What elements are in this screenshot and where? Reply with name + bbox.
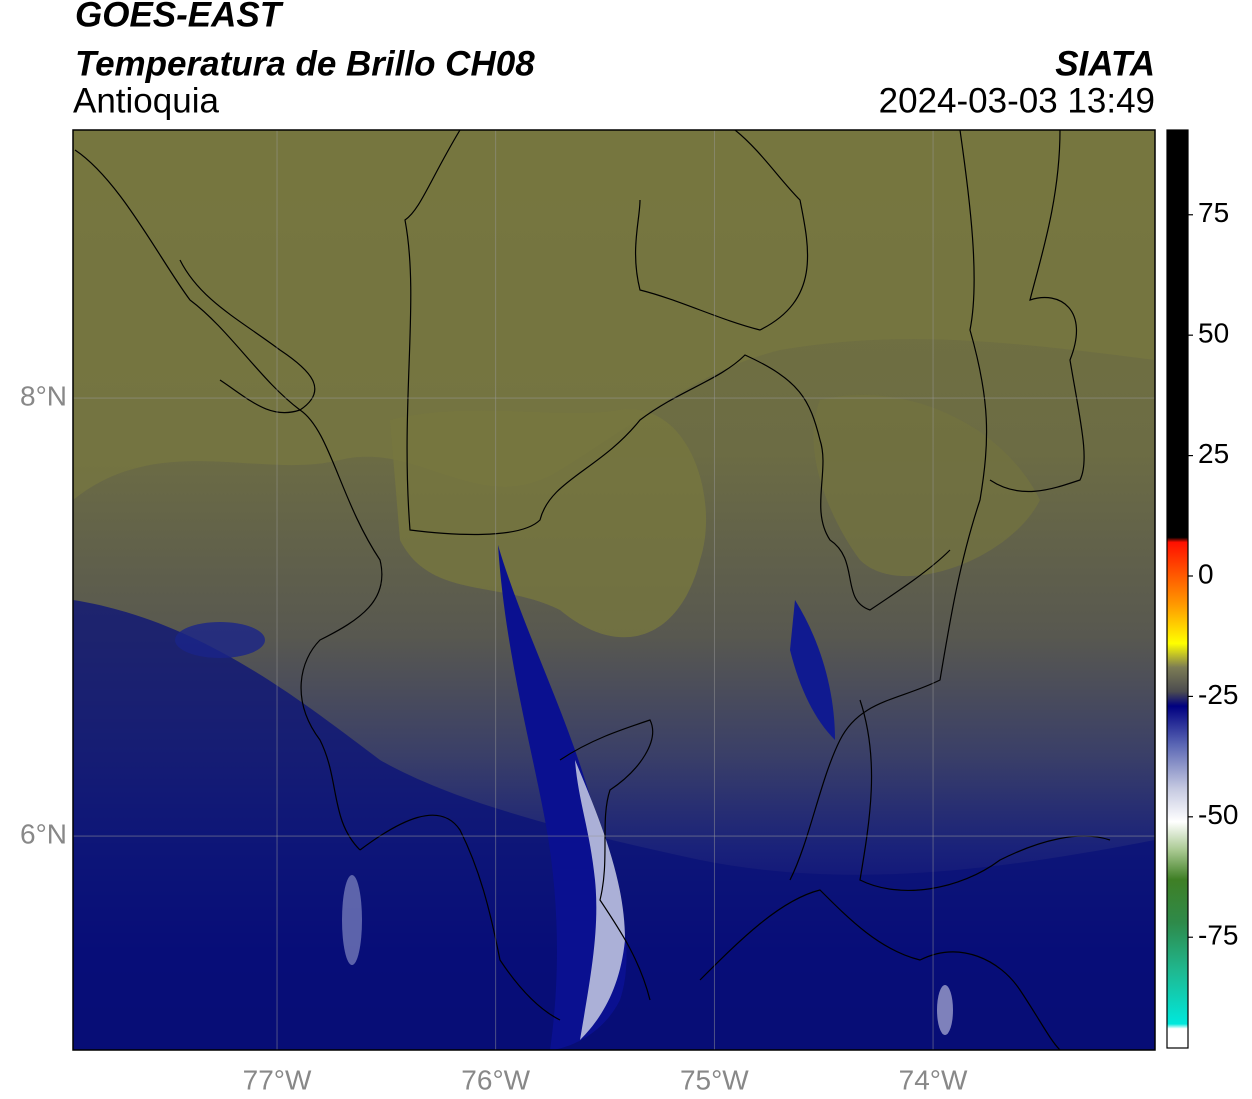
x-tick-label: 74°W bbox=[899, 1064, 968, 1095]
warm-region bbox=[813, 394, 1040, 577]
subtitle: Temperatura de Brillo CH08 bbox=[75, 44, 535, 83]
borders bbox=[74, 130, 1111, 1050]
cold-cell bbox=[790, 600, 835, 740]
coastline bbox=[179, 259, 316, 414]
x-tick-label: 76°W bbox=[461, 1064, 530, 1095]
colorbar-tick-label: 50 bbox=[1198, 318, 1229, 349]
colorbar-tick-label: 0 bbox=[1198, 558, 1214, 589]
colorbar-tick-label: -75 bbox=[1198, 920, 1238, 951]
source: SIATA bbox=[1055, 44, 1155, 83]
warm-region bbox=[73, 130, 1155, 500]
x-tick-label: 77°W bbox=[243, 1064, 312, 1095]
cold-plume bbox=[498, 545, 627, 1050]
cold-cell bbox=[342, 875, 362, 965]
y-tick-label: 6°N bbox=[20, 818, 67, 849]
y-tick-label: 8°N bbox=[20, 380, 67, 411]
graticule bbox=[73, 130, 1155, 1050]
border bbox=[859, 699, 1111, 891]
border bbox=[559, 719, 654, 1001]
border bbox=[74, 149, 383, 851]
cold-cell bbox=[937, 985, 953, 1035]
satellite-image bbox=[73, 130, 1155, 1050]
region: Antioquia bbox=[73, 81, 219, 120]
datetime: 2024-03-03 13:49 bbox=[879, 81, 1155, 120]
border bbox=[699, 889, 1061, 1050]
colorbar-tick-label: 25 bbox=[1198, 438, 1229, 469]
colorbar-tick-label: -50 bbox=[1198, 799, 1238, 830]
title: GOES-EAST bbox=[75, 0, 284, 34]
colorbar bbox=[1166, 129, 1189, 1049]
colorbar-tick-label: 75 bbox=[1198, 197, 1229, 228]
border bbox=[789, 130, 988, 881]
map-frame bbox=[72, 129, 1156, 1051]
border bbox=[634, 130, 809, 331]
border bbox=[359, 814, 561, 1021]
x-tick-label: 75°W bbox=[680, 1064, 749, 1095]
colorbar-tick-label: -25 bbox=[1198, 679, 1238, 710]
border bbox=[404, 130, 951, 611]
border bbox=[989, 130, 1085, 493]
cold-cell bbox=[175, 622, 265, 658]
warm-region bbox=[390, 409, 707, 638]
